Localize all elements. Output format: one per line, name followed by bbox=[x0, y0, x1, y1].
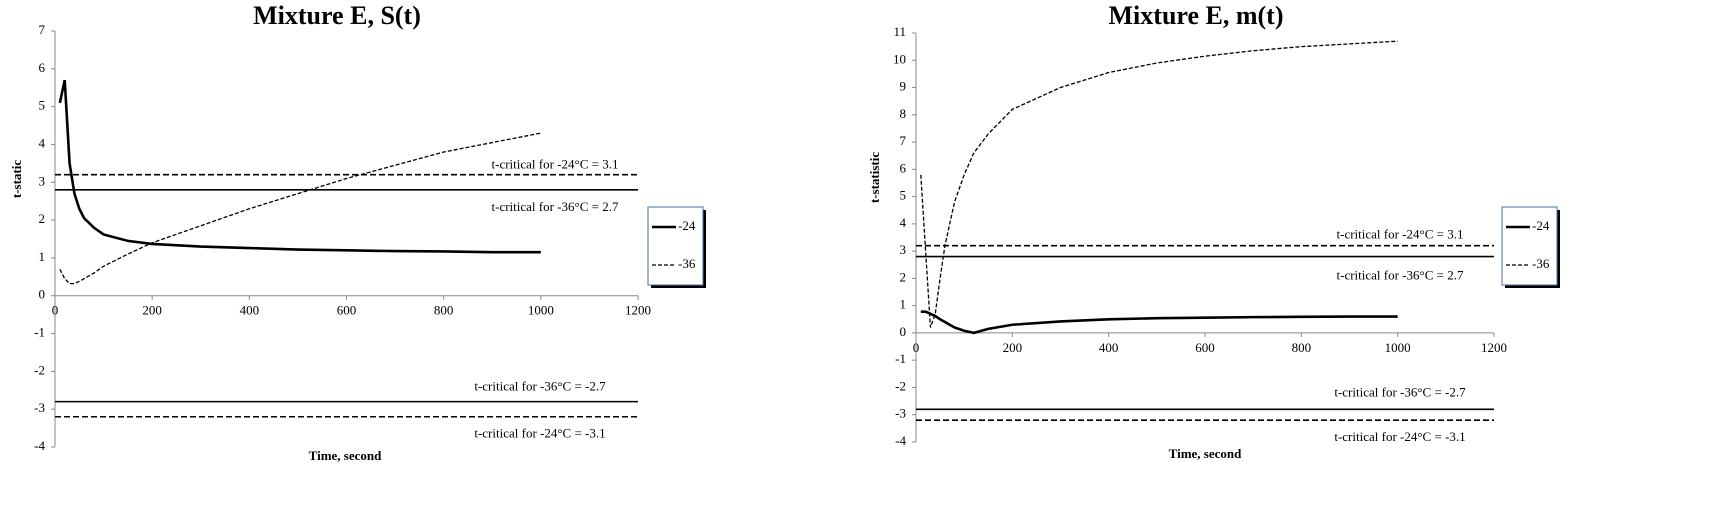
x-axis-title: Time, second bbox=[1169, 446, 1242, 461]
y-tick-label: -3 bbox=[895, 406, 906, 421]
chart-title: Mixture E, m(t) bbox=[1109, 1, 1284, 30]
annotation: t-critical for -36°C = 2.7 bbox=[492, 199, 619, 214]
series-line bbox=[920, 310, 1398, 335]
y-tick-label: 6 bbox=[900, 160, 907, 175]
annotation: t-critical for -24°C = 3.1 bbox=[492, 157, 619, 172]
legend-label: -24 bbox=[1532, 218, 1550, 233]
legend-label: -24 bbox=[678, 218, 696, 233]
y-tick-label: 6 bbox=[39, 60, 46, 75]
x-tick-label: 200 bbox=[142, 303, 162, 318]
x-tick-label: 1200 bbox=[1481, 340, 1507, 355]
chart-title: Mixture E, S(t) bbox=[253, 1, 421, 30]
y-tick-label: 10 bbox=[893, 51, 906, 66]
x-tick-label: 0 bbox=[52, 303, 59, 318]
y-tick-label: 1 bbox=[900, 297, 907, 312]
x-tick-label: 600 bbox=[337, 303, 357, 318]
annotation: t-critical for -36°C = -2.7 bbox=[474, 379, 606, 394]
y-tick-label: 2 bbox=[900, 269, 907, 284]
y-tick-label: 2 bbox=[39, 211, 46, 226]
x-tick-label: 1000 bbox=[528, 303, 554, 318]
y-tick-label: 7 bbox=[39, 22, 46, 37]
y-tick-label: -2 bbox=[34, 362, 45, 377]
annotation: t-critical for -24°C = -3.1 bbox=[1334, 429, 1465, 444]
y-tick-label: -1 bbox=[895, 351, 906, 366]
x-axis-title: Time, second bbox=[309, 448, 382, 463]
x-tick-label: 800 bbox=[1292, 340, 1312, 355]
y-tick-label: 0 bbox=[39, 287, 46, 302]
x-tick-label: 400 bbox=[240, 303, 260, 318]
x-tick-label: 1000 bbox=[1385, 340, 1411, 355]
y-tick-label: 8 bbox=[900, 106, 907, 121]
y-tick-label: 11 bbox=[893, 24, 906, 39]
legend-box bbox=[647, 206, 704, 286]
series-line bbox=[58, 79, 541, 254]
x-tick-label: 200 bbox=[1003, 340, 1023, 355]
y-axis-title: t-static bbox=[9, 160, 24, 198]
y-tick-label: 9 bbox=[900, 79, 907, 94]
y-axis-title: t-statistic bbox=[867, 152, 882, 203]
legend-label: -36 bbox=[678, 256, 696, 271]
x-tick-label: 800 bbox=[434, 303, 454, 318]
y-tick-label: 7 bbox=[900, 133, 907, 148]
x-tick-label: 400 bbox=[1099, 340, 1119, 355]
x-tick-label: 0 bbox=[913, 340, 920, 355]
y-tick-label: -4 bbox=[895, 433, 906, 448]
y-tick-label: -3 bbox=[34, 400, 45, 415]
annotation: t-critical for -24°C = 3.1 bbox=[1337, 227, 1464, 242]
y-tick-label: 5 bbox=[39, 98, 46, 113]
y-tick-label: -2 bbox=[895, 378, 906, 393]
y-tick-label: 0 bbox=[900, 324, 907, 339]
legend-label: -36 bbox=[1532, 256, 1550, 271]
y-tick-label: 1 bbox=[39, 249, 46, 264]
legend-box bbox=[1501, 206, 1558, 286]
annotation: t-critical for -36°C = 2.7 bbox=[1337, 268, 1464, 283]
y-tick-label: -4 bbox=[34, 438, 45, 453]
y-tick-label: 5 bbox=[900, 188, 907, 203]
x-tick-label: 1200 bbox=[625, 303, 651, 318]
x-tick-label: 600 bbox=[1195, 340, 1215, 355]
y-tick-label: 3 bbox=[900, 242, 907, 257]
annotation: t-critical for -36°C = -2.7 bbox=[1334, 384, 1466, 399]
series-line bbox=[59, 132, 541, 285]
y-tick-label: 4 bbox=[900, 215, 907, 230]
y-tick-label: 4 bbox=[39, 135, 46, 150]
y-tick-label: 3 bbox=[39, 173, 46, 188]
y-tick-label: -1 bbox=[34, 325, 45, 340]
annotation: t-critical for -24°C = -3.1 bbox=[474, 426, 605, 441]
series-line bbox=[920, 40, 1398, 328]
